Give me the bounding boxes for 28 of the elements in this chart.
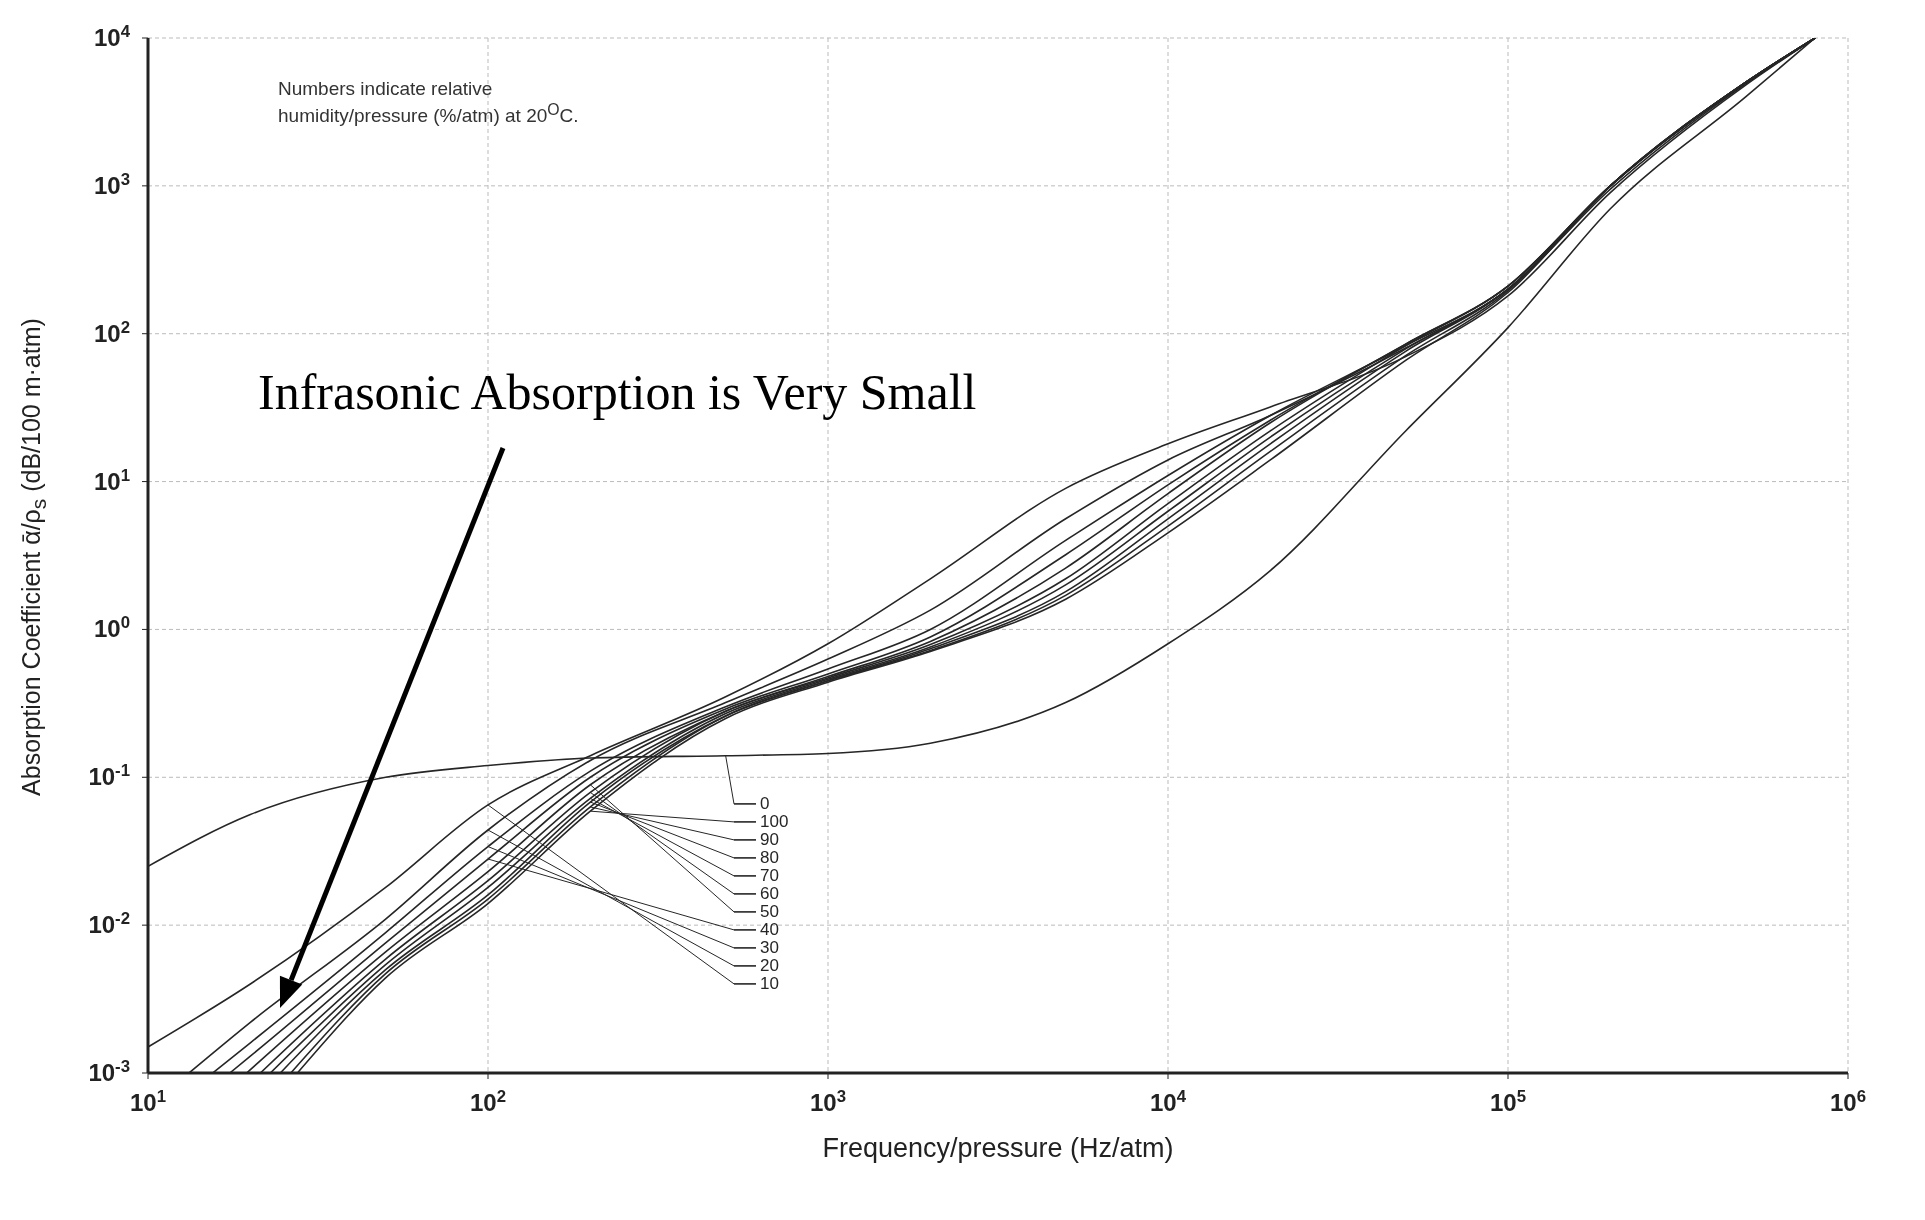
legend-label: 90 xyxy=(760,830,779,850)
annotation: Numbers indicate relative humidity/pressure (%/atm) at 20$^{O}$C. xyxy=(278,78,580,128)
x-tick-label: 10$^{2}$ xyxy=(469,1086,507,1116)
x-tick-label: 10$^{3}$ xyxy=(809,1086,847,1116)
annotation: Infrasonic Absorption is Very Small xyxy=(258,363,977,421)
y-tick-label: 10$^{1}$ xyxy=(93,465,130,495)
x-tick-label: 10$^{5}$ xyxy=(1489,1086,1527,1116)
legend-label: 40 xyxy=(760,920,779,940)
y-tick-label: 10$^{-1}$ xyxy=(88,760,130,791)
legend-label: 80 xyxy=(760,848,779,868)
y-tick-label: 10$^{-3}$ xyxy=(88,1056,130,1086)
legend-label: 100 xyxy=(760,812,789,832)
legend-label: 0 xyxy=(760,794,770,814)
y-tick-label: 10$^{3}$ xyxy=(93,169,130,199)
x-axis-title: Frequency/pressure (Hz/atm) xyxy=(821,1133,1175,1164)
y-tick-label: 10$^{2}$ xyxy=(93,317,130,347)
y-tick-label: 10$^{0}$ xyxy=(93,612,130,643)
y-tick-label: 10$^{4}$ xyxy=(93,21,131,51)
x-tick-label: 10$^{4}$ xyxy=(1149,1086,1187,1116)
legend-label: 30 xyxy=(760,938,779,958)
y-tick-label: 10$^{-2}$ xyxy=(88,908,130,939)
x-tick-label: 10$^{6}$ xyxy=(1829,1086,1867,1116)
legend-label: 50 xyxy=(760,902,779,922)
legend-label: 20 xyxy=(760,956,779,976)
x-tick-label: 10$^{1}$ xyxy=(129,1086,167,1116)
legend-label: 60 xyxy=(760,884,779,904)
legend-label: 10 xyxy=(760,974,779,994)
legend-label: 70 xyxy=(760,866,779,886)
